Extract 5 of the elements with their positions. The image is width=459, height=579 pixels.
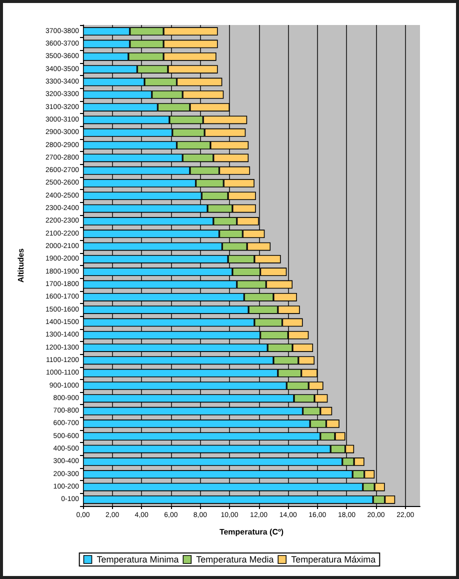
x-axis-title: Temperatura (Cº)	[219, 528, 284, 536]
legend-label: Temperatura Minima	[96, 554, 179, 564]
legend-label: Temperatura Máxima	[291, 554, 376, 564]
y-axis-title: Altitudes	[16, 248, 26, 283]
legend-label: Temperatura Media	[196, 554, 274, 564]
